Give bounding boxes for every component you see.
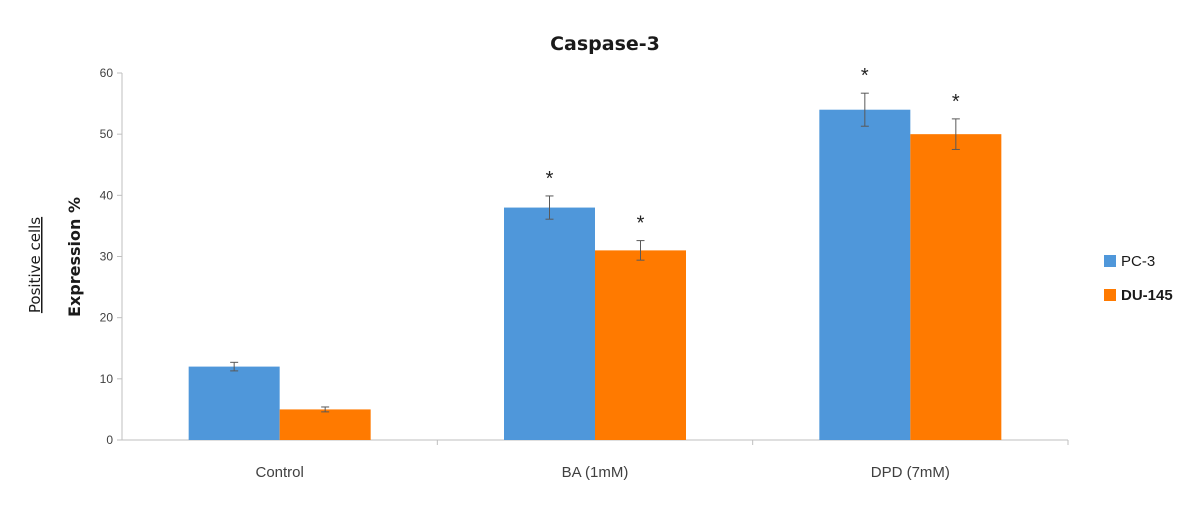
- labels: Control BA (1mM) * * DPD (7mM) * *: [255, 65, 959, 481]
- bar-du-145: [279, 409, 371, 440]
- bar-pc-3: [504, 207, 595, 440]
- bar-pc-3: [188, 366, 280, 440]
- y-tick-label: 20: [100, 311, 114, 325]
- y-tick-label: 60: [100, 66, 114, 80]
- legend-swatch-pc-3: [1104, 255, 1116, 267]
- y-tick-label: 30: [100, 250, 114, 264]
- bars: [188, 92, 1002, 440]
- significance-marker: *: [952, 91, 960, 113]
- significance-marker: *: [637, 213, 645, 235]
- x-category-label: DPD (7mM): [871, 464, 950, 481]
- chart-title: Caspase-3: [550, 33, 660, 55]
- significance-marker: *: [861, 65, 869, 87]
- bar-du-145: [595, 250, 686, 440]
- legend-swatch-du-145: [1104, 289, 1116, 301]
- y-tick-label: 50: [100, 127, 114, 141]
- y-tick-label: 0: [106, 433, 113, 447]
- y-tick-label: 10: [100, 372, 114, 386]
- legend-label-pc-3: PC-3: [1121, 253, 1155, 270]
- legend: PC-3 DU-145: [1104, 253, 1173, 304]
- significance-marker: *: [546, 168, 554, 190]
- legend-label-du-145: DU-145: [1121, 287, 1173, 304]
- y-tick-label: 40: [100, 188, 114, 202]
- y-axis-label: Expression %: [65, 197, 84, 317]
- y-axis-secondary-label: Positive cells: [26, 217, 44, 313]
- x-category-label: BA (1mM): [562, 464, 629, 481]
- x-category-label: Control: [255, 464, 303, 481]
- bar-pc-3: [819, 109, 911, 440]
- bar-du-145: [910, 134, 1002, 440]
